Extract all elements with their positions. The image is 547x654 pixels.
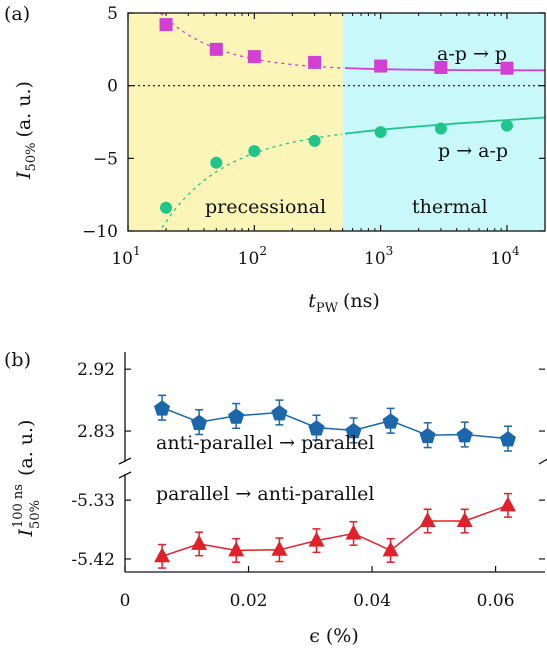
axis-break-mark-right	[538, 458, 547, 465]
data-point-pentagon	[345, 422, 362, 439]
data-point-square	[159, 18, 173, 32]
y-tick-label-lower: -5.42	[71, 550, 115, 570]
data-point-circle	[434, 122, 447, 135]
data-point-circle	[500, 119, 513, 132]
data-point-triangle	[271, 540, 288, 556]
data-point-triangle	[499, 496, 516, 512]
x-tick-label-b: 0.06	[477, 591, 515, 611]
y-tick-label-upper: 2.83	[77, 422, 115, 442]
y-tick-label: −10	[82, 222, 118, 242]
data-point-circle	[160, 201, 173, 214]
data-point-triangle	[191, 534, 208, 550]
data-point-pentagon	[382, 413, 399, 429]
panel-label-b: (b)	[4, 349, 31, 371]
axis-break-mark	[118, 471, 132, 479]
x-tick-label: 104	[490, 244, 520, 269]
data-point-triangle	[419, 512, 436, 527]
data-point-square	[247, 50, 261, 64]
panel-a: 101 102 103 104 5 0 −5 −10 (a) precessional the…	[4, 3, 546, 316]
data-point-triangle	[308, 531, 325, 547]
plot-frame-b	[118, 352, 547, 573]
y-tick-label: 0	[107, 77, 118, 97]
data-point-circle	[308, 134, 321, 147]
y-tick-label: −5	[93, 149, 118, 169]
axis-ticks-b: 0 0.02 0.04 0.06 2.92 2.83 -5.33 -5.42	[71, 360, 545, 611]
series-label-parallel-to-anti-parallel: parallel → anti-parallel	[156, 483, 374, 505]
data-point-pentagon	[499, 431, 516, 447]
x-axis-label: tPW (ns)	[308, 290, 380, 316]
series-label-a-p-to-p: a-p → p	[437, 43, 507, 65]
data-point-square	[434, 61, 448, 74]
x-tick-label-b: 0	[120, 591, 131, 611]
x-tick-label-b: 0.02	[230, 591, 268, 611]
plot-frame	[127, 12, 546, 232]
x-tick-label-b: 0.04	[353, 591, 391, 611]
x-axis-label-b: ϵ (%)	[309, 625, 359, 647]
x-tick-label: 103	[364, 244, 393, 269]
region-label-thermal: thermal	[412, 196, 488, 218]
precessional-region	[128, 13, 343, 231]
series-line	[161, 407, 508, 440]
data-point-square	[308, 55, 322, 69]
y-axis-label-b: I50%100 ns(a. u.)	[11, 420, 43, 538]
y-tick-label-upper: 2.92	[77, 360, 115, 380]
data-point-square	[374, 59, 388, 73]
data-series-b	[154, 394, 516, 569]
panel-label-a: (a)	[4, 3, 30, 25]
data-point-pentagon	[419, 427, 436, 444]
series-line	[161, 504, 509, 558]
data-point-pentagon	[308, 420, 325, 436]
data-point-triangle	[382, 541, 399, 557]
axis-ticks: 101 102 103 104 5 0 −5 −10	[82, 4, 546, 269]
data-point-pentagon	[456, 427, 473, 443]
data-point-square	[209, 42, 223, 56]
data-point-pentagon	[228, 408, 245, 424]
data-point-pentagon	[154, 400, 171, 416]
x-tick-label: 102	[238, 244, 267, 269]
data-point-triangle	[456, 512, 473, 527]
data-point-triangle	[228, 541, 245, 557]
data-point-pentagon	[191, 414, 208, 430]
data-point-pentagon	[271, 405, 288, 421]
y-tick-label: 5	[107, 4, 118, 24]
x-tick-label: 101	[111, 244, 140, 269]
data-point-triangle	[345, 524, 362, 540]
series-label-anti-parallel-to-parallel: anti-parallel → parallel	[156, 432, 374, 454]
region-label-precessional: precessional	[205, 196, 326, 218]
data-point-circle	[374, 126, 387, 139]
data-point-circle	[248, 145, 261, 158]
y-tick-label-lower: -5.33	[71, 491, 115, 511]
axis-break-mark	[118, 457, 132, 465]
data-point-circle	[210, 156, 223, 169]
series-label-p-to-a-p: p → a-p	[438, 140, 508, 162]
data-points	[159, 18, 514, 214]
panel-b: 0 0.02 0.04 0.06 2.92 2.83 -5.33 -5.42 (b) anti…	[4, 349, 547, 647]
data-point-triangle	[154, 547, 171, 563]
y-axis-label: I50%(a. u.)	[13, 81, 39, 180]
data-point-square	[500, 61, 514, 75]
